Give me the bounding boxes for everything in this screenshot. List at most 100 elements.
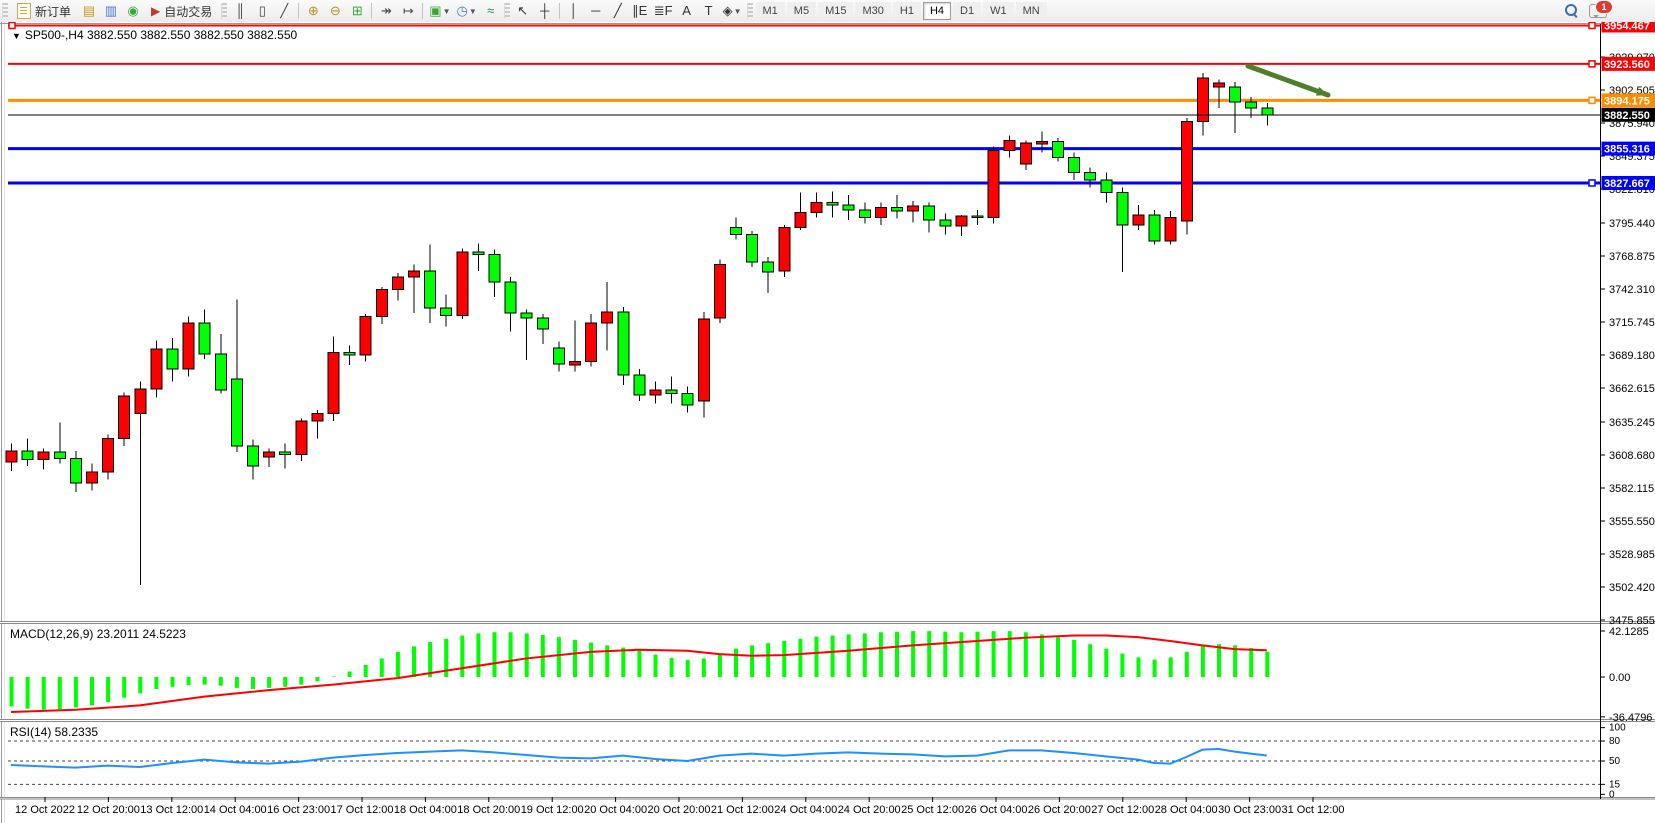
timeframe-w1-button[interactable]: W1 [983,2,1014,20]
line-handle[interactable] [1588,60,1596,68]
candle-body [649,389,662,396]
rsi-axis-label: 80 [1609,736,1621,747]
candle-body [1100,179,1113,193]
new-order-button[interactable]: 新订单 [10,1,78,21]
auto-scroll-button[interactable]: ↠ [375,1,397,21]
equidistant-channel-button[interactable]: ∥E [629,1,651,21]
new-chart-button[interactable]: ▣ ▼ [426,1,453,21]
timeframe-d1-button[interactable]: D1 [953,2,982,20]
price-axis-label: 3768.875 [1609,251,1655,263]
line-handle[interactable] [1588,96,1596,105]
toolbar-drag-handle[interactable] [746,3,753,19]
dropdown-arrow-icon[interactable]: ▼ [733,6,742,16]
toolbar-drag-handle[interactable] [2,3,8,19]
chat-icon[interactable]: 1 [1589,0,1613,18]
zoom-in-icon: ⊕ [307,3,319,18]
candle-body [134,388,147,415]
candle-body [1245,101,1258,109]
candle-body [391,276,404,290]
timeframe-m15-button[interactable]: M15 [818,2,854,20]
timeframe-m30-button[interactable]: M30 [855,2,891,20]
chart-shift-button[interactable]: ↦ [397,1,419,21]
arrows-icon: ◈ [722,3,733,18]
fibonacci-button[interactable]: ≣F [651,1,676,21]
price-axis-label: 3582.115 [1609,483,1654,495]
price-axis-label: 3475.855 [1609,615,1655,627]
candle-body [86,471,98,484]
candle-body [311,413,324,422]
time-axis-label: 20 Oct 04:00 [584,804,647,816]
dropdown-arrow-icon[interactable]: ▼ [468,6,477,16]
main-toolbar: 新订单 ▤ ▥ ◉ ▶ 自动交易 ║ ▯ ╱ ⊕ ⊖ ⊞ ↠ ↦ ▣ ▼ ◷ ▼ ≈ ↖ ┼ │ ─ ╱ ∥E… [0,0,1655,23]
candle-body [585,322,598,362]
candle-body [37,451,50,461]
time-axis-label: 26 Oct 20:00 [1028,804,1091,816]
line-handle[interactable] [1588,179,1596,187]
search-icon[interactable] [1565,4,1579,18]
bar-chart-button[interactable]: ║ [229,1,251,21]
toolbar-drag-handle[interactable] [503,3,510,19]
candle-body [730,226,742,236]
market-watch-icon: ▥ [104,3,118,18]
autotrading-button[interactable]: ▶ 自动交易 [144,1,219,21]
tile-windows-button[interactable]: ⊞ [346,1,368,21]
cursor-button[interactable]: ↖ [512,1,534,21]
price-tag [1601,141,1655,156]
rsi-axis-label: 100 [1609,723,1626,734]
candle-body [5,450,18,463]
signals-button[interactable]: ◉ [122,1,144,21]
zoom-in-button[interactable]: ⊕ [302,1,324,21]
panel-separator[interactable] [0,621,1655,624]
trendline-button[interactable]: ╱ [607,1,629,21]
candle-body [1148,214,1161,242]
candle-body [166,348,179,370]
new-order-icon [17,3,31,19]
dropdown-arrow-icon[interactable]: ▼ [442,6,451,16]
horizontal-line-button[interactable]: ─ [585,1,607,21]
price-tag-label: 3923.560 [1604,59,1650,71]
candle-body [552,347,565,365]
vertical-line-button[interactable]: │ [563,1,585,21]
line-chart-button[interactable]: ╱ [273,1,295,21]
crosshair-button[interactable]: ┼ [534,1,556,21]
timeframe-mn-button[interactable]: MN [1015,2,1047,20]
panel-separator[interactable] [0,719,1655,722]
candle-body [1213,82,1225,88]
line-handle[interactable] [8,21,16,30]
candle-body [536,317,549,330]
text-button[interactable]: A [676,1,698,21]
candlestick-chart-button[interactable]: ▯ [251,1,273,21]
price-axis-label: 3689.180 [1609,350,1655,362]
candle-body [263,451,276,458]
candle-body [279,451,292,456]
timeframe-h4-button[interactable]: H4 [922,2,952,20]
candle-body [118,395,131,439]
toolbar-drag-handle[interactable] [221,3,228,19]
trend-arrow[interactable] [1245,63,1331,98]
indicators-button[interactable]: ≈ [480,1,502,21]
zoom-out-button[interactable]: ⊖ [324,1,346,21]
equidistant-channel-icon: ∥E [632,3,648,18]
timeframe-m1-button[interactable]: M1 [755,2,785,20]
arrows-button[interactable]: ◈ ▼ [720,1,745,21]
line-handle[interactable] [1588,21,1596,30]
price-tag [1601,175,1655,190]
timeframe-h1-button[interactable]: H1 [892,2,921,20]
timeframe-m5-button[interactable]: M5 [786,2,817,20]
new-chart-icon: ▣ [429,3,442,18]
market-watch-button[interactable]: ▥ [100,1,122,21]
candle-body [1180,121,1193,222]
panel-separator[interactable] [0,797,1655,800]
time-axis-label: 18 Oct 04:00 [394,804,457,816]
time-axis-label: 25 Oct 12:00 [901,804,964,816]
candle-body [504,281,517,314]
period-clock-button[interactable]: ◷ ▼ [453,1,479,21]
quotes-button[interactable]: ▤ [78,1,100,21]
rsi-axis-label: 15 [1609,779,1621,790]
new-order-label: 新订单 [35,4,72,19]
text-label-button[interactable]: T [698,1,720,21]
time-axis-label: 12 Oct 2022 [15,804,75,816]
chart-canvas[interactable]: 3929.0703902.5053875.9403849.3753822.810… [0,18,1655,823]
price-axis-label: 3742.310 [1609,284,1655,296]
bar-chart-icon: ║ [235,3,245,18]
